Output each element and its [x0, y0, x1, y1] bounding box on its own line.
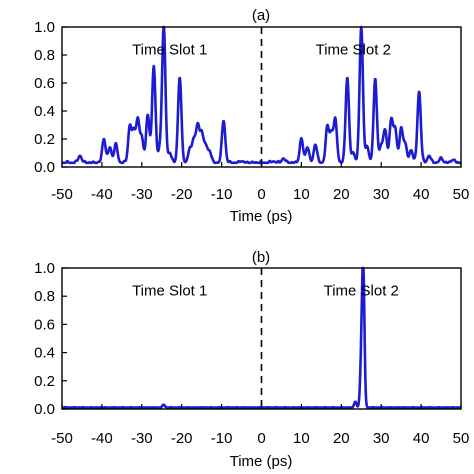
y-tick-label-a: 0.4	[34, 103, 55, 120]
panel-b: (b) -50 -40 -30 -20 -10 0 10 20 30 40 50 0.0 0.2 0.4 0…	[34, 249, 469, 470]
x-tick-label-a: -20	[171, 186, 193, 203]
x-tick-label-b: 40	[413, 430, 430, 447]
y-tick-label-b: 0.6	[34, 316, 55, 333]
panel-label-b: (b)	[252, 249, 270, 266]
y-tick-label-b: 0.4	[34, 345, 55, 362]
x-tick-label-b: 20	[333, 430, 350, 447]
series-line-b	[61, 266, 462, 409]
y-tick-label-b: 0.8	[34, 288, 55, 305]
x-tick-label-a: 0	[257, 186, 265, 203]
panel-label-a: (a)	[252, 7, 270, 24]
y-tick-label-b: 0.0	[34, 401, 55, 418]
y-tick-label-a: 0.2	[34, 131, 55, 148]
x-tick-label-a: 30	[373, 186, 390, 203]
y-tick-label-b: 0.2	[34, 373, 55, 390]
plot-frame-a	[61, 26, 462, 168]
x-tick-label-b: -10	[211, 430, 233, 447]
x-tick-label-b: 0	[257, 430, 265, 447]
x-tick-label-a: -40	[91, 186, 113, 203]
x-tick-label-b: -30	[131, 430, 153, 447]
annotation-time-slot-1-a: Time Slot 1	[132, 41, 207, 58]
annotation-time-slot-1-b: Time Slot 1	[132, 283, 207, 300]
y-tick-label-a: 0.0	[34, 159, 55, 176]
x-tick-label-a: -10	[211, 186, 233, 203]
series-line-a	[61, 25, 462, 165]
y-tick-label-a: 0.8	[34, 47, 55, 64]
y-tick-label-b: 1.0	[34, 260, 55, 277]
x-tick-label-a: 10	[293, 186, 310, 203]
x-tick-label-a: 20	[333, 186, 350, 203]
panel-a: (a) -50 -40 -30 -20 -10 0 10 20 30 40 50 0.0 0.2 0.4 0…	[34, 7, 469, 225]
annotation-time-slot-2-a: Time Slot 2	[316, 41, 391, 58]
y-tick-label-a: 1.0	[34, 19, 55, 36]
x-tick-label-b: -40	[91, 430, 113, 447]
x-tick-label-a: -30	[131, 186, 153, 203]
x-tick-label-b: 50	[453, 430, 470, 447]
x-tick-label-a: -50	[51, 186, 73, 203]
plot-frame-b	[61, 267, 462, 410]
x-tick-label-a: 40	[413, 186, 430, 203]
x-tick-label-a: 50	[453, 186, 470, 203]
x-tick-label-b: -20	[171, 430, 193, 447]
x-axis-title-a: Time (ps)	[230, 208, 293, 225]
annotation-time-slot-2-b: Time Slot 2	[324, 283, 399, 300]
x-tick-label-b: -50	[51, 430, 73, 447]
y-tick-label-a: 0.6	[34, 75, 55, 92]
x-tick-label-b: 10	[293, 430, 310, 447]
x-axis-title-b: Time (ps)	[230, 453, 293, 470]
x-tick-label-b: 30	[373, 430, 390, 447]
